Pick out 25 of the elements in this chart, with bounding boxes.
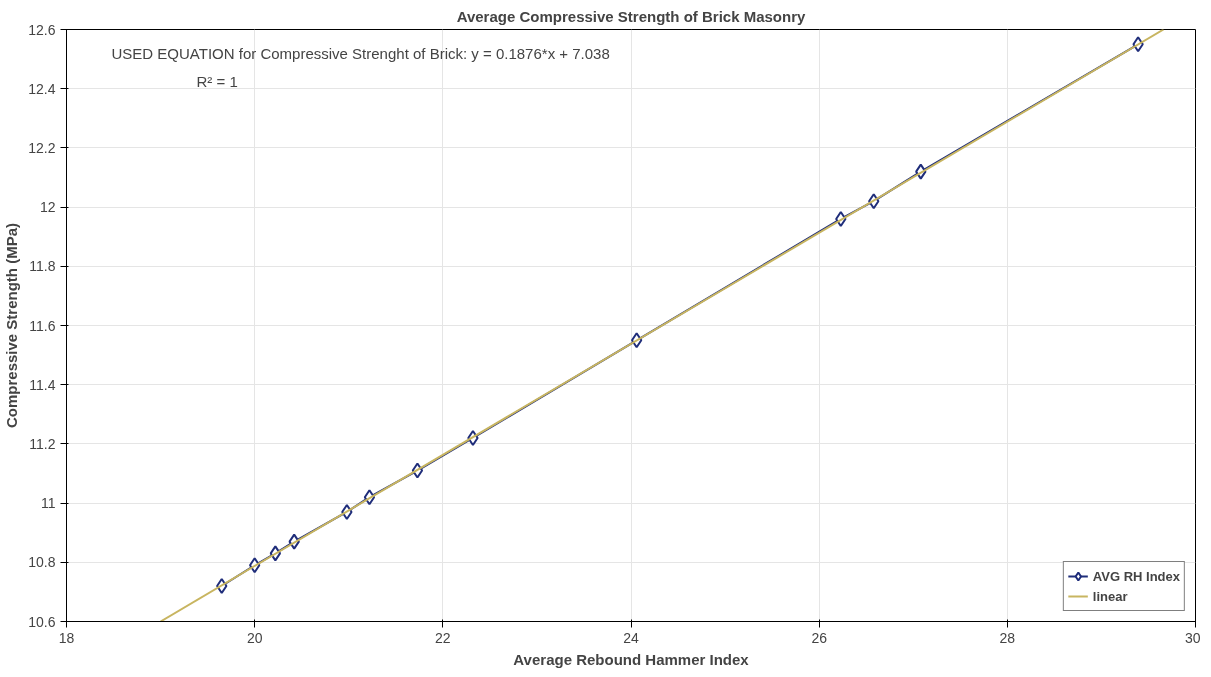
y-tick-label: 11: [40, 495, 56, 512]
x-axis-title: Average Rebound Hammer Index: [513, 650, 750, 668]
y-tick-label: 10.8: [28, 554, 56, 571]
annotation: R² = 1: [196, 72, 238, 90]
y-tick-label: 11.8: [29, 258, 56, 275]
y-tick-label: 11.4: [29, 376, 56, 393]
x-tick-label: 22: [435, 629, 451, 646]
y-tick-label: 12.6: [28, 21, 56, 38]
legend-label: linear: [1092, 588, 1128, 604]
x-tick-label: 30: [1184, 629, 1201, 646]
y-tick-label: 11.6: [29, 317, 56, 334]
y-axis-title: Compressive Strength (MPa): [3, 222, 21, 429]
y-tick-label: 12.2: [28, 139, 56, 156]
chart-title: Average Compressive Strength of Brick Masonry: [456, 7, 807, 25]
y-tick-label: 12.4: [28, 80, 56, 97]
annotation: USED EQUATION for Compressive Strenght of Brick: y = 0.1876*x + 7.038: [111, 44, 610, 62]
x-tick-label: 28: [999, 629, 1016, 646]
x-tick-label: 20: [246, 629, 263, 646]
y-tick-label: 10.6: [28, 613, 56, 630]
legend-label: AVG RH Index: [1092, 568, 1180, 584]
y-tick-label: 12: [39, 199, 56, 216]
y-tick-label: 11.2: [29, 435, 56, 452]
x-tick-label: 26: [811, 629, 828, 646]
x-tick-label: 24: [623, 629, 639, 646]
x-tick-label: 18: [58, 629, 75, 646]
